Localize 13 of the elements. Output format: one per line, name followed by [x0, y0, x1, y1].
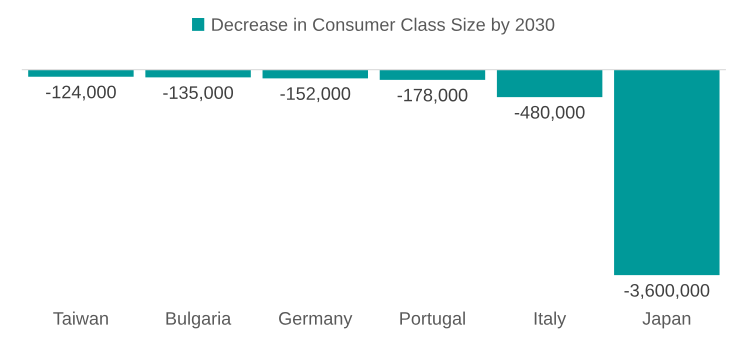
data-label: -124,000 — [46, 86, 116, 101]
x-tick-label: Italy — [534, 312, 566, 328]
legend-label: Decrease in Consumer Class Size by 2030 — [212, 18, 554, 35]
x-tick-label: Germany — [279, 312, 352, 328]
x-tick-label: Portugal — [400, 312, 465, 328]
x-tick-label: Taiwan — [53, 312, 108, 325]
x-tick-label: Japan — [642, 312, 690, 328]
data-label: -152,000 — [280, 87, 350, 102]
data-label: -135,000 — [163, 86, 234, 102]
data-label: -3,600,000 — [624, 284, 710, 299]
data-label: -178,000 — [398, 88, 468, 104]
data-label: -480,000 — [514, 106, 585, 121]
x-tick-label: Bulgaria — [166, 312, 232, 328]
